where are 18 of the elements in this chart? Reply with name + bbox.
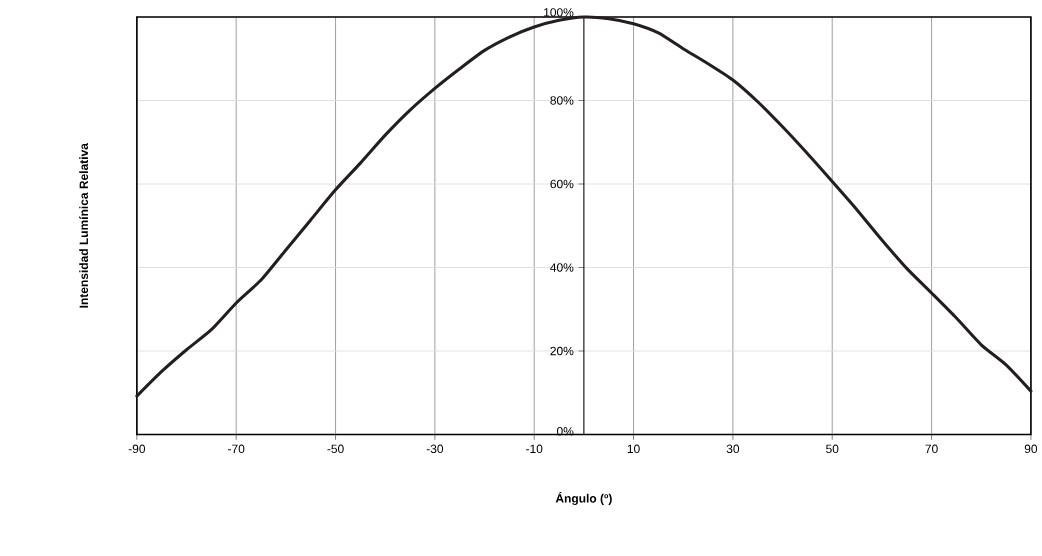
x-tick-label: 70 <box>925 444 938 453</box>
y-tick-label: 80% <box>550 96 574 105</box>
y-tick-label: 60% <box>550 179 574 189</box>
y-tick-label: 40% <box>550 263 574 272</box>
x-tick-label: -90 <box>128 444 146 453</box>
x-tick-label: 50 <box>826 444 839 453</box>
y-tick-label: 20% <box>550 346 574 356</box>
x-tick-label: -30 <box>426 444 444 453</box>
x-tick-label: 90 <box>1024 444 1038 453</box>
x-tick-label: -70 <box>228 444 245 453</box>
y-axis-title: Intensidad Lumínica Relativa <box>79 142 89 308</box>
y-tick-label: 100% <box>544 7 574 17</box>
x-axis-title: Ángulo (º) <box>555 491 612 505</box>
x-tick-label: -10 <box>526 444 543 453</box>
x-tick-label: -50 <box>327 444 344 453</box>
x-tick-label: 10 <box>627 444 640 453</box>
line-series <box>135 15 1033 398</box>
x-tick-label: 30 <box>726 444 740 453</box>
